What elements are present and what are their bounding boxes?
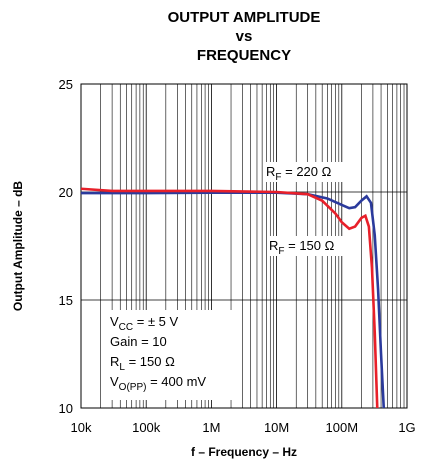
annotation: RL = 150 Ω: [110, 354, 175, 373]
chart-title: OUTPUT AMPLITUDE: [168, 9, 321, 26]
annotation: VO(PP) = 400 mV: [110, 374, 206, 393]
annotation: RF = 150 Ω: [269, 238, 335, 257]
annotation-text: = 220 Ω: [282, 164, 332, 179]
annotation-text: = 150 Ω: [125, 354, 175, 369]
annotation-text: = 400 mV: [146, 374, 206, 389]
label-background: [264, 162, 356, 182]
y-tick-label: 15: [59, 293, 73, 308]
plot: [80, 187, 386, 409]
subscript: F: [275, 172, 281, 183]
chart-title: vs: [236, 28, 253, 45]
annotation-text: Gain = 10: [110, 334, 167, 349]
annotation-text: V: [110, 314, 119, 329]
series-line: [80, 187, 379, 409]
annotation-text: = 150 Ω: [285, 238, 335, 253]
plot-frame: [80, 83, 408, 409]
y-axis-label: Output Amplitude – dB: [11, 181, 25, 312]
annotation: Gain = 10: [110, 334, 167, 349]
annotation-text: R: [266, 164, 275, 179]
grid: 10k 100k 1M 10M 100M 1G 10 15 20 25: [59, 77, 416, 435]
x-tick-label: 100M: [326, 420, 359, 435]
y-tick-label: 20: [59, 185, 73, 200]
subscript: F: [278, 246, 284, 257]
subscript: O(PP): [119, 382, 147, 393]
subscript: CC: [119, 322, 133, 333]
legend-box: [102, 310, 238, 400]
y-tick-label: 25: [59, 77, 73, 92]
x-tick-label: 10k: [71, 420, 92, 435]
chart-title: FREQUENCY: [197, 47, 291, 64]
annotation-text: R: [269, 238, 278, 253]
annotation: VCC = ± 5 V: [110, 314, 179, 333]
annotation-text: R: [110, 354, 119, 369]
x-tick-label: 100k: [132, 420, 161, 435]
x-tick-label: 1G: [398, 420, 415, 435]
x-axis-label: f – Frequency – Hz: [191, 445, 297, 459]
annotation: RF = 220 Ω: [266, 164, 332, 183]
annotation-text: = ± 5 V: [133, 314, 178, 329]
subscript: L: [119, 362, 125, 373]
x-tick-label: 10M: [264, 420, 289, 435]
x-tick-label: 1M: [202, 420, 220, 435]
annotation-text: V: [110, 374, 119, 389]
label-background: [267, 236, 359, 256]
y-tick-label: 10: [59, 401, 73, 416]
